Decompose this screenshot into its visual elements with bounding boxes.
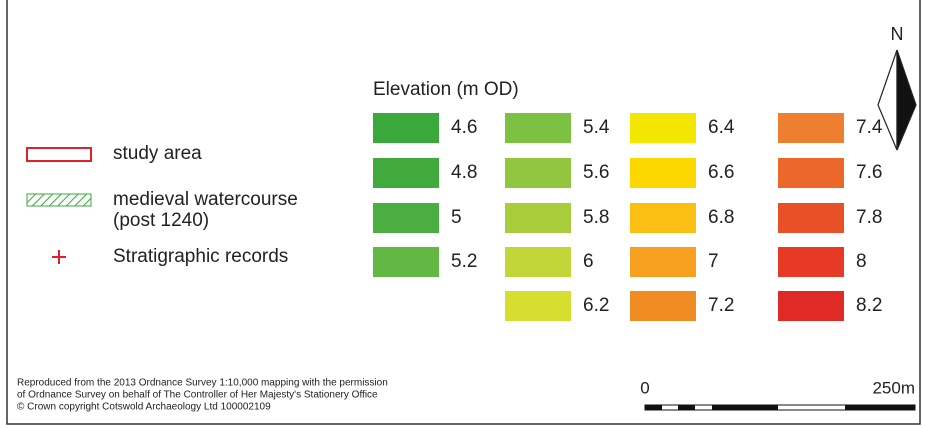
credit-line: Reproduced from the 2013 Ordnance Survey… bbox=[17, 378, 388, 389]
elevation-swatch bbox=[630, 113, 696, 143]
north-arrow: N bbox=[877, 24, 917, 151]
elevation-label: 5.8 bbox=[583, 207, 609, 228]
elevation-swatch bbox=[778, 247, 844, 277]
elevation-swatch bbox=[373, 203, 439, 233]
elevation-label: 5 bbox=[451, 207, 462, 228]
elevation-swatch bbox=[778, 113, 844, 143]
legend-label: study area bbox=[113, 143, 202, 164]
credit-line: © Crown copyright Cotswold Archaeology L… bbox=[17, 402, 271, 413]
elevation-swatch bbox=[505, 203, 571, 233]
elevation-label: 6.2 bbox=[583, 295, 609, 316]
study-area-symbol bbox=[26, 147, 92, 162]
elevation-label: 6.6 bbox=[708, 162, 734, 183]
elevation-swatch bbox=[505, 158, 571, 188]
legend-label: medieval watercourse bbox=[113, 189, 298, 210]
elevation-label: 6.4 bbox=[708, 117, 735, 138]
scale-start: 0 bbox=[640, 378, 649, 397]
elevation-swatch bbox=[630, 247, 696, 277]
legend-label: Stratigraphic records bbox=[113, 246, 288, 267]
elevation-label: 7.4 bbox=[856, 117, 883, 138]
elevation-swatch bbox=[630, 291, 696, 321]
elevation-swatch bbox=[778, 291, 844, 321]
north-label: N bbox=[891, 24, 904, 44]
watercourse-symbol bbox=[26, 193, 92, 207]
elevation-label: 8.2 bbox=[856, 295, 882, 316]
elevation-swatch bbox=[778, 158, 844, 188]
elevation-label: 5.2 bbox=[451, 251, 477, 272]
elevation-label: 4.8 bbox=[451, 162, 477, 183]
elevation-swatch bbox=[778, 203, 844, 233]
frame bbox=[6, 0, 921, 425]
elevation-swatch bbox=[630, 203, 696, 233]
elevation-swatch bbox=[373, 247, 439, 277]
elevation-swatch bbox=[630, 158, 696, 188]
elevation-swatch bbox=[505, 247, 571, 277]
elevation-swatch bbox=[505, 291, 571, 321]
scale-bar: 0 250m bbox=[640, 378, 916, 411]
elevation-swatch bbox=[373, 113, 439, 143]
legend-sublabel: (post 1240) bbox=[113, 210, 209, 231]
elevation-swatch bbox=[505, 113, 571, 143]
elevation-label: 7.8 bbox=[856, 207, 882, 228]
elevation-label: 7.6 bbox=[856, 162, 882, 183]
elevation-label: 5.6 bbox=[583, 162, 609, 183]
elevation-label: 8 bbox=[856, 251, 867, 272]
elevation-label: 7 bbox=[708, 251, 719, 272]
elevation-label: 4.6 bbox=[451, 117, 477, 138]
elevation-swatch bbox=[373, 158, 439, 188]
credit-line: of Ordnance Survey on behalf of The Cont… bbox=[17, 390, 378, 401]
elevation-label: 5.4 bbox=[583, 117, 610, 138]
elevation-label: 6.8 bbox=[708, 207, 734, 228]
elevation-label: 6 bbox=[583, 251, 594, 272]
scale-end: 250m bbox=[872, 378, 915, 397]
elevation-title: Elevation (m OD) bbox=[373, 79, 519, 100]
elevation-label: 7.2 bbox=[708, 295, 734, 316]
